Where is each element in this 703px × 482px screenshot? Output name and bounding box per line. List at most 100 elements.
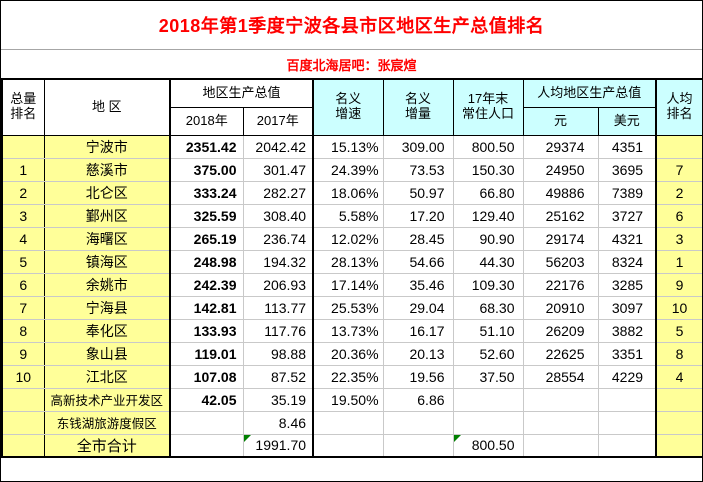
cell-increment[interactable]: 17.20 bbox=[383, 204, 454, 228]
cell-gdp-2018[interactable]: 265.19 bbox=[170, 227, 244, 251]
cell-region[interactable]: 鄞州区 bbox=[44, 204, 171, 228]
cell-growth[interactable]: 28.13% bbox=[313, 250, 384, 274]
cell-population[interactable]: 109.30 bbox=[453, 273, 524, 297]
cell-region[interactable]: 余姚市 bbox=[44, 273, 171, 297]
cell-increment[interactable]: 20.13 bbox=[383, 342, 454, 366]
cell-gdp-2018[interactable]: 333.24 bbox=[170, 181, 244, 205]
cell-population[interactable] bbox=[453, 411, 524, 435]
cell-population[interactable]: 68.30 bbox=[453, 296, 524, 320]
cell-percapita-yuan[interactable]: 24950 bbox=[523, 158, 599, 182]
cell-total-rank[interactable] bbox=[2, 388, 45, 412]
cell-population[interactable]: 129.40 bbox=[453, 204, 524, 228]
cell-percapita-rank[interactable] bbox=[656, 434, 703, 458]
cell-increment[interactable]: 29.04 bbox=[383, 296, 454, 320]
cell-percapita-yuan[interactable]: 22176 bbox=[523, 273, 599, 297]
cell-region[interactable]: 东钱湖旅游度假区 bbox=[44, 411, 171, 435]
cell-percapita-rank[interactable]: 7 bbox=[656, 158, 703, 182]
cell-growth[interactable]: 25.53% bbox=[313, 296, 384, 320]
cell-percapita-usd[interactable] bbox=[598, 388, 658, 412]
cell-percapita-usd[interactable]: 3695 bbox=[598, 158, 658, 182]
cell-population[interactable]: 800.50 bbox=[453, 135, 524, 159]
cell-gdp-2018[interactable] bbox=[170, 434, 244, 458]
cell-total-rank[interactable] bbox=[2, 411, 45, 435]
cell-region[interactable]: 海曙区 bbox=[44, 227, 171, 251]
cell-percapita-usd[interactable]: 4229 bbox=[598, 365, 658, 389]
cell-percapita-yuan[interactable] bbox=[523, 434, 599, 458]
cell-gdp-2018[interactable]: 248.98 bbox=[170, 250, 244, 274]
cell-growth[interactable]: 17.14% bbox=[313, 273, 384, 297]
cell-total-rank[interactable]: 6 bbox=[2, 273, 45, 297]
cell-percapita-usd[interactable]: 4351 bbox=[598, 135, 658, 159]
cell-growth[interactable] bbox=[313, 411, 384, 435]
cell-percapita-usd[interactable] bbox=[598, 411, 658, 435]
cell-percapita-yuan[interactable]: 29374 bbox=[523, 135, 599, 159]
cell-percapita-usd[interactable] bbox=[598, 434, 658, 458]
cell-increment[interactable] bbox=[383, 434, 454, 458]
cell-gdp-2018[interactable]: 375.00 bbox=[170, 158, 244, 182]
cell-growth[interactable]: 12.02% bbox=[313, 227, 384, 251]
cell-percapita-yuan[interactable] bbox=[523, 388, 599, 412]
cell-percapita-usd[interactable]: 3351 bbox=[598, 342, 658, 366]
cell-gdp-2017[interactable]: 98.88 bbox=[243, 342, 315, 366]
cell-growth[interactable] bbox=[313, 434, 384, 458]
cell-percapita-yuan[interactable]: 49886 bbox=[523, 181, 599, 205]
cell-total-rank[interactable]: 7 bbox=[2, 296, 45, 320]
cell-gdp-2017[interactable]: 1991.70 bbox=[243, 434, 315, 458]
cell-population[interactable]: 51.10 bbox=[453, 319, 524, 343]
cell-percapita-rank[interactable]: 10 bbox=[656, 296, 703, 320]
cell-increment[interactable]: 28.45 bbox=[383, 227, 454, 251]
cell-percapita-yuan[interactable]: 28554 bbox=[523, 365, 599, 389]
cell-growth[interactable]: 19.50% bbox=[313, 388, 384, 412]
cell-region[interactable]: 宁海县 bbox=[44, 296, 171, 320]
cell-gdp-2017[interactable]: 87.52 bbox=[243, 365, 315, 389]
cell-percapita-rank[interactable]: 9 bbox=[656, 273, 703, 297]
cell-percapita-rank[interactable]: 1 bbox=[656, 250, 703, 274]
cell-percapita-yuan[interactable]: 25162 bbox=[523, 204, 599, 228]
cell-growth[interactable]: 20.36% bbox=[313, 342, 384, 366]
cell-percapita-rank[interactable] bbox=[656, 135, 703, 159]
cell-total-rank[interactable] bbox=[2, 135, 45, 159]
cell-gdp-2018[interactable]: 2351.42 bbox=[170, 135, 244, 159]
cell-gdp-2018[interactable]: 325.59 bbox=[170, 204, 244, 228]
cell-percapita-usd[interactable]: 4321 bbox=[598, 227, 658, 251]
cell-growth[interactable]: 15.13% bbox=[313, 135, 384, 159]
cell-region[interactable]: 象山县 bbox=[44, 342, 171, 366]
cell-total-rank[interactable]: 10 bbox=[2, 365, 45, 389]
cell-percapita-rank[interactable]: 2 bbox=[656, 181, 703, 205]
cell-region[interactable]: 江北区 bbox=[44, 365, 171, 389]
cell-gdp-2018[interactable]: 133.93 bbox=[170, 319, 244, 343]
cell-gdp-2018[interactable]: 107.08 bbox=[170, 365, 244, 389]
cell-growth[interactable]: 24.39% bbox=[313, 158, 384, 182]
cell-increment[interactable]: 19.56 bbox=[383, 365, 454, 389]
cell-total-rank[interactable]: 3 bbox=[2, 204, 45, 228]
cell-gdp-2017[interactable]: 308.40 bbox=[243, 204, 315, 228]
cell-gdp-2017[interactable]: 206.93 bbox=[243, 273, 315, 297]
cell-percapita-rank[interactable]: 5 bbox=[656, 319, 703, 343]
cell-percapita-yuan[interactable]: 56203 bbox=[523, 250, 599, 274]
cell-gdp-2017[interactable]: 35.19 bbox=[243, 388, 315, 412]
cell-total-rank[interactable]: 9 bbox=[2, 342, 45, 366]
cell-percapita-usd[interactable]: 3097 bbox=[598, 296, 658, 320]
cell-percapita-rank[interactable]: 3 bbox=[656, 227, 703, 251]
cell-percapita-usd[interactable]: 7389 bbox=[598, 181, 658, 205]
cell-gdp-2017[interactable]: 194.32 bbox=[243, 250, 315, 274]
cell-percapita-rank[interactable] bbox=[656, 411, 703, 435]
cell-percapita-usd[interactable]: 8324 bbox=[598, 250, 658, 274]
cell-total-rank[interactable]: 4 bbox=[2, 227, 45, 251]
cell-region[interactable]: 镇海区 bbox=[44, 250, 171, 274]
cell-increment[interactable]: 54.66 bbox=[383, 250, 454, 274]
cell-percapita-rank[interactable] bbox=[656, 388, 703, 412]
cell-region[interactable]: 全市合计 bbox=[44, 434, 171, 458]
cell-region[interactable]: 慈溪市 bbox=[44, 158, 171, 182]
cell-region[interactable]: 北仑区 bbox=[44, 181, 171, 205]
cell-growth[interactable]: 5.58% bbox=[313, 204, 384, 228]
cell-population[interactable]: 150.30 bbox=[453, 158, 524, 182]
cell-total-rank[interactable]: 8 bbox=[2, 319, 45, 343]
cell-gdp-2017[interactable]: 236.74 bbox=[243, 227, 315, 251]
cell-increment[interactable]: 16.17 bbox=[383, 319, 454, 343]
cell-increment[interactable]: 73.53 bbox=[383, 158, 454, 182]
cell-population[interactable]: 66.80 bbox=[453, 181, 524, 205]
cell-total-rank[interactable] bbox=[2, 434, 45, 458]
cell-gdp-2017[interactable]: 282.27 bbox=[243, 181, 315, 205]
cell-total-rank[interactable]: 1 bbox=[2, 158, 45, 182]
